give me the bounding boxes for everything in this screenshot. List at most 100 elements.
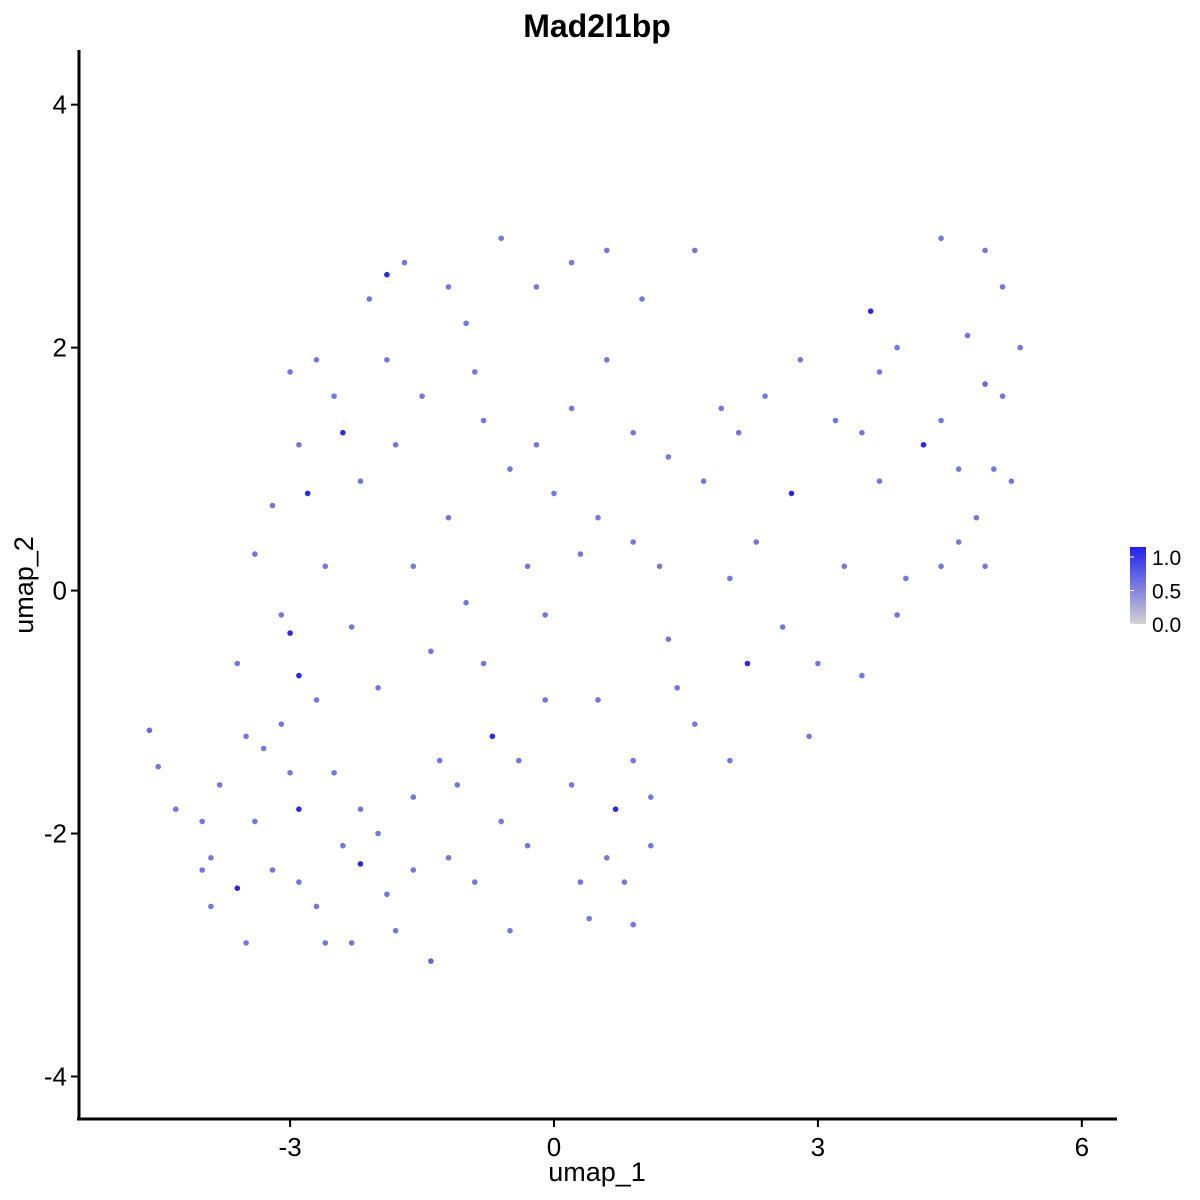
x-axis-label: umap_1 xyxy=(548,1157,646,1187)
data-point xyxy=(762,393,768,400)
y-tick-label: -4 xyxy=(44,1061,67,1091)
data-point xyxy=(322,940,329,946)
data-point xyxy=(982,563,988,570)
data-point xyxy=(331,393,337,400)
colorbar-tick-label: 0.5 xyxy=(1152,581,1181,604)
y-tick-label: 0 xyxy=(53,576,67,606)
data-point xyxy=(727,575,733,582)
scatter-points xyxy=(146,235,1023,964)
data-point xyxy=(806,733,812,740)
data-point xyxy=(621,879,628,885)
data-point xyxy=(243,733,249,740)
data-point xyxy=(665,454,672,460)
data-point xyxy=(489,733,496,740)
data-point xyxy=(313,903,320,910)
data-point xyxy=(788,490,795,497)
y-tick-label: 4 xyxy=(53,90,67,120)
data-point xyxy=(859,429,865,436)
data-point xyxy=(419,393,425,400)
data-point xyxy=(718,405,724,412)
data-point xyxy=(498,235,505,242)
data-point xyxy=(357,478,364,485)
data-point xyxy=(894,344,900,351)
data-point xyxy=(964,332,971,339)
data-point xyxy=(542,697,548,703)
data-point xyxy=(445,514,452,521)
data-point xyxy=(841,563,848,570)
data-point xyxy=(1017,344,1023,351)
data-point xyxy=(208,855,214,861)
data-point xyxy=(938,563,944,570)
data-point xyxy=(208,903,214,910)
data-point xyxy=(533,284,540,290)
data-point xyxy=(533,442,540,448)
data-point xyxy=(410,563,417,570)
data-point xyxy=(656,563,663,570)
data-point xyxy=(357,806,364,812)
x-tick-label: -3 xyxy=(279,1132,302,1162)
data-point xyxy=(384,271,390,278)
data-point xyxy=(313,357,320,363)
data-point xyxy=(313,697,320,703)
data-point xyxy=(287,369,293,375)
colorbar-legend: 1.0 0.5 0.0 xyxy=(1130,547,1181,637)
data-point xyxy=(472,879,478,885)
data-point xyxy=(604,247,610,254)
data-point xyxy=(384,891,390,898)
data-point xyxy=(955,539,962,545)
data-point xyxy=(524,842,531,849)
data-point xyxy=(287,770,293,776)
data-point xyxy=(551,490,557,497)
data-point xyxy=(568,259,575,266)
data-point xyxy=(454,782,461,788)
data-point xyxy=(938,235,944,242)
y-axis-label: umap_2 xyxy=(9,536,39,634)
data-point xyxy=(779,624,786,630)
data-point xyxy=(568,782,575,788)
data-point xyxy=(252,818,258,825)
data-point xyxy=(630,539,636,545)
colorbar-tick-label: 0.0 xyxy=(1152,614,1181,637)
data-point xyxy=(375,685,381,691)
data-point xyxy=(410,867,417,873)
data-point xyxy=(155,763,161,770)
data-point xyxy=(340,429,346,436)
x-tick-label: 0 xyxy=(547,1132,561,1162)
data-point xyxy=(269,502,276,509)
data-point xyxy=(445,855,452,861)
data-point xyxy=(480,417,487,424)
y-tick-label: -2 xyxy=(44,819,67,849)
data-point xyxy=(384,357,390,363)
data-point xyxy=(867,308,874,315)
data-point xyxy=(340,842,346,849)
data-point xyxy=(577,551,584,557)
data-point xyxy=(577,879,584,885)
data-point xyxy=(542,612,548,618)
data-point xyxy=(727,757,733,764)
x-tick-label: 6 xyxy=(1075,1132,1089,1162)
data-point xyxy=(436,757,443,764)
data-point xyxy=(348,940,355,946)
data-point xyxy=(920,442,927,448)
data-point xyxy=(630,757,636,764)
data-point xyxy=(375,830,381,837)
data-point xyxy=(648,794,654,800)
data-point xyxy=(401,259,408,266)
colorbar-tick-label: 1.0 xyxy=(1152,547,1181,570)
data-point xyxy=(199,818,205,825)
data-point xyxy=(234,660,241,667)
data-point xyxy=(296,672,302,679)
data-point xyxy=(744,660,751,667)
data-point xyxy=(955,466,962,472)
y-axis-ticks: -4 -2 0 2 4 xyxy=(44,90,79,1091)
data-point xyxy=(630,429,636,436)
data-point xyxy=(832,417,839,424)
data-point xyxy=(692,247,698,254)
data-point xyxy=(604,357,610,363)
data-point xyxy=(753,539,760,545)
data-point xyxy=(876,369,883,375)
data-point xyxy=(304,490,311,497)
data-point xyxy=(999,284,1006,290)
data-point xyxy=(1008,478,1015,485)
